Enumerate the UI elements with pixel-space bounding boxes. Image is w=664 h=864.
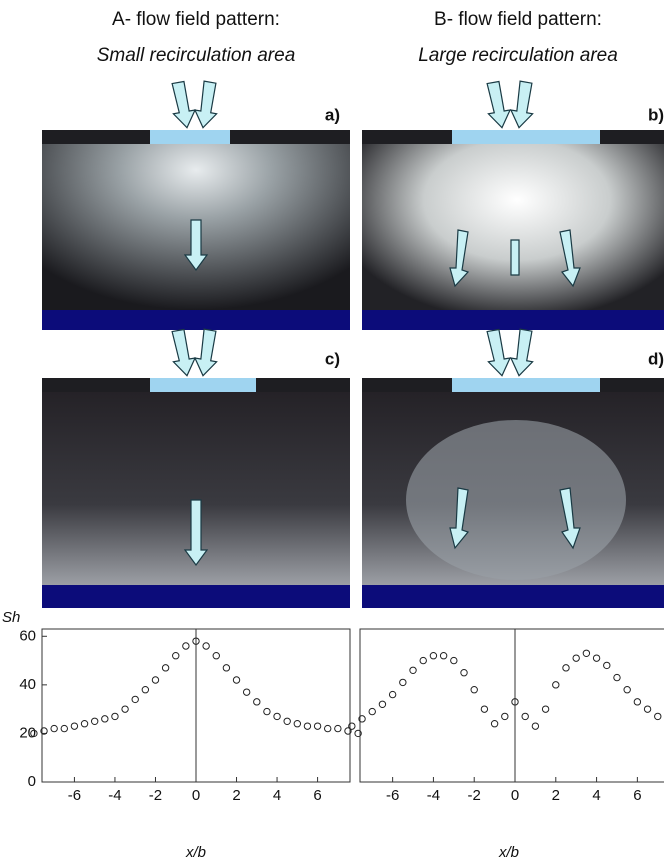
data-point bbox=[604, 662, 610, 668]
panel-label: a) bbox=[325, 105, 340, 124]
x-tick-label: -2 bbox=[149, 787, 162, 804]
data-point bbox=[183, 643, 189, 649]
data-point bbox=[112, 713, 118, 719]
figure: A- flow field pattern: Small recirculati… bbox=[0, 0, 664, 864]
panel-label: d) bbox=[648, 349, 664, 368]
y-tick-label: 60 bbox=[19, 627, 36, 644]
data-point bbox=[274, 713, 280, 719]
data-point bbox=[502, 713, 508, 719]
data-point bbox=[410, 667, 416, 673]
data-point bbox=[61, 725, 67, 731]
column-title: B- flow field pattern: bbox=[434, 9, 602, 30]
data-point bbox=[335, 725, 341, 731]
data-point bbox=[243, 689, 249, 695]
data-point bbox=[122, 706, 128, 712]
x-tick-label: 0 bbox=[192, 787, 200, 804]
data-point bbox=[655, 713, 661, 719]
data-point bbox=[440, 653, 446, 659]
data-point bbox=[420, 657, 426, 663]
column-title: A- flow field pattern: bbox=[112, 9, 280, 30]
data-point bbox=[162, 665, 168, 671]
y-tick-label: 0 bbox=[28, 773, 36, 790]
data-point bbox=[532, 723, 538, 729]
x-tick-label: -6 bbox=[386, 787, 399, 804]
x-tick-label: -6 bbox=[68, 787, 81, 804]
x-tick-label: -2 bbox=[468, 787, 481, 804]
data-point bbox=[644, 706, 650, 712]
data-point bbox=[81, 721, 87, 727]
data-point bbox=[369, 708, 375, 714]
data-point bbox=[430, 653, 436, 659]
data-point bbox=[634, 699, 640, 705]
x-tick-label: 6 bbox=[633, 787, 641, 804]
panel-label: b) bbox=[648, 105, 664, 124]
data-point bbox=[264, 708, 270, 714]
data-point bbox=[233, 677, 239, 683]
photo-panel bbox=[362, 378, 664, 608]
data-point bbox=[379, 701, 385, 707]
x-tick-label: 2 bbox=[552, 787, 560, 804]
data-point bbox=[481, 706, 487, 712]
data-point bbox=[573, 655, 579, 661]
data-point bbox=[553, 682, 559, 688]
column-subtitle: Small recirculation area bbox=[97, 45, 296, 66]
data-point bbox=[451, 657, 457, 663]
data-point bbox=[314, 723, 320, 729]
x-tick-label: -4 bbox=[427, 787, 440, 804]
data-point bbox=[461, 670, 467, 676]
x-tick-label: 2 bbox=[232, 787, 240, 804]
y-axis-label: Sh bbox=[2, 609, 20, 626]
data-point bbox=[389, 691, 395, 697]
data-point bbox=[102, 716, 108, 722]
x-tick-label: 4 bbox=[592, 787, 600, 804]
data-point bbox=[400, 679, 406, 685]
data-point bbox=[132, 696, 138, 702]
x-axis-label: x/b bbox=[498, 844, 519, 861]
data-point bbox=[173, 653, 179, 659]
data-point bbox=[152, 677, 158, 683]
data-point bbox=[71, 723, 77, 729]
data-point bbox=[325, 725, 331, 731]
column-subtitle: Large recirculation area bbox=[418, 45, 618, 66]
data-point bbox=[522, 713, 528, 719]
x-tick-label: 0 bbox=[511, 787, 519, 804]
data-point bbox=[593, 655, 599, 661]
data-point bbox=[223, 665, 229, 671]
plot-frame bbox=[360, 629, 664, 782]
data-point bbox=[142, 687, 148, 693]
y-tick-label: 40 bbox=[19, 676, 36, 693]
data-point bbox=[624, 687, 630, 693]
data-point bbox=[471, 687, 477, 693]
data-point bbox=[542, 706, 548, 712]
data-point bbox=[213, 653, 219, 659]
data-point bbox=[563, 665, 569, 671]
x-tick-label: -4 bbox=[108, 787, 121, 804]
x-tick-label: 6 bbox=[313, 787, 321, 804]
data-point bbox=[294, 721, 300, 727]
data-point bbox=[51, 725, 57, 731]
data-point bbox=[491, 721, 497, 727]
data-point bbox=[614, 674, 620, 680]
data-point bbox=[304, 723, 310, 729]
data-point bbox=[583, 650, 589, 656]
panel-label: c) bbox=[325, 349, 340, 368]
data-point bbox=[284, 718, 290, 724]
data-point bbox=[203, 643, 209, 649]
x-axis-label: x/b bbox=[185, 844, 206, 861]
y-tick-label: 20 bbox=[19, 724, 36, 741]
x-tick-label: 4 bbox=[273, 787, 281, 804]
photo-panel bbox=[362, 130, 664, 330]
photo-panel bbox=[42, 378, 350, 608]
data-point bbox=[254, 699, 260, 705]
data-point bbox=[91, 718, 97, 724]
